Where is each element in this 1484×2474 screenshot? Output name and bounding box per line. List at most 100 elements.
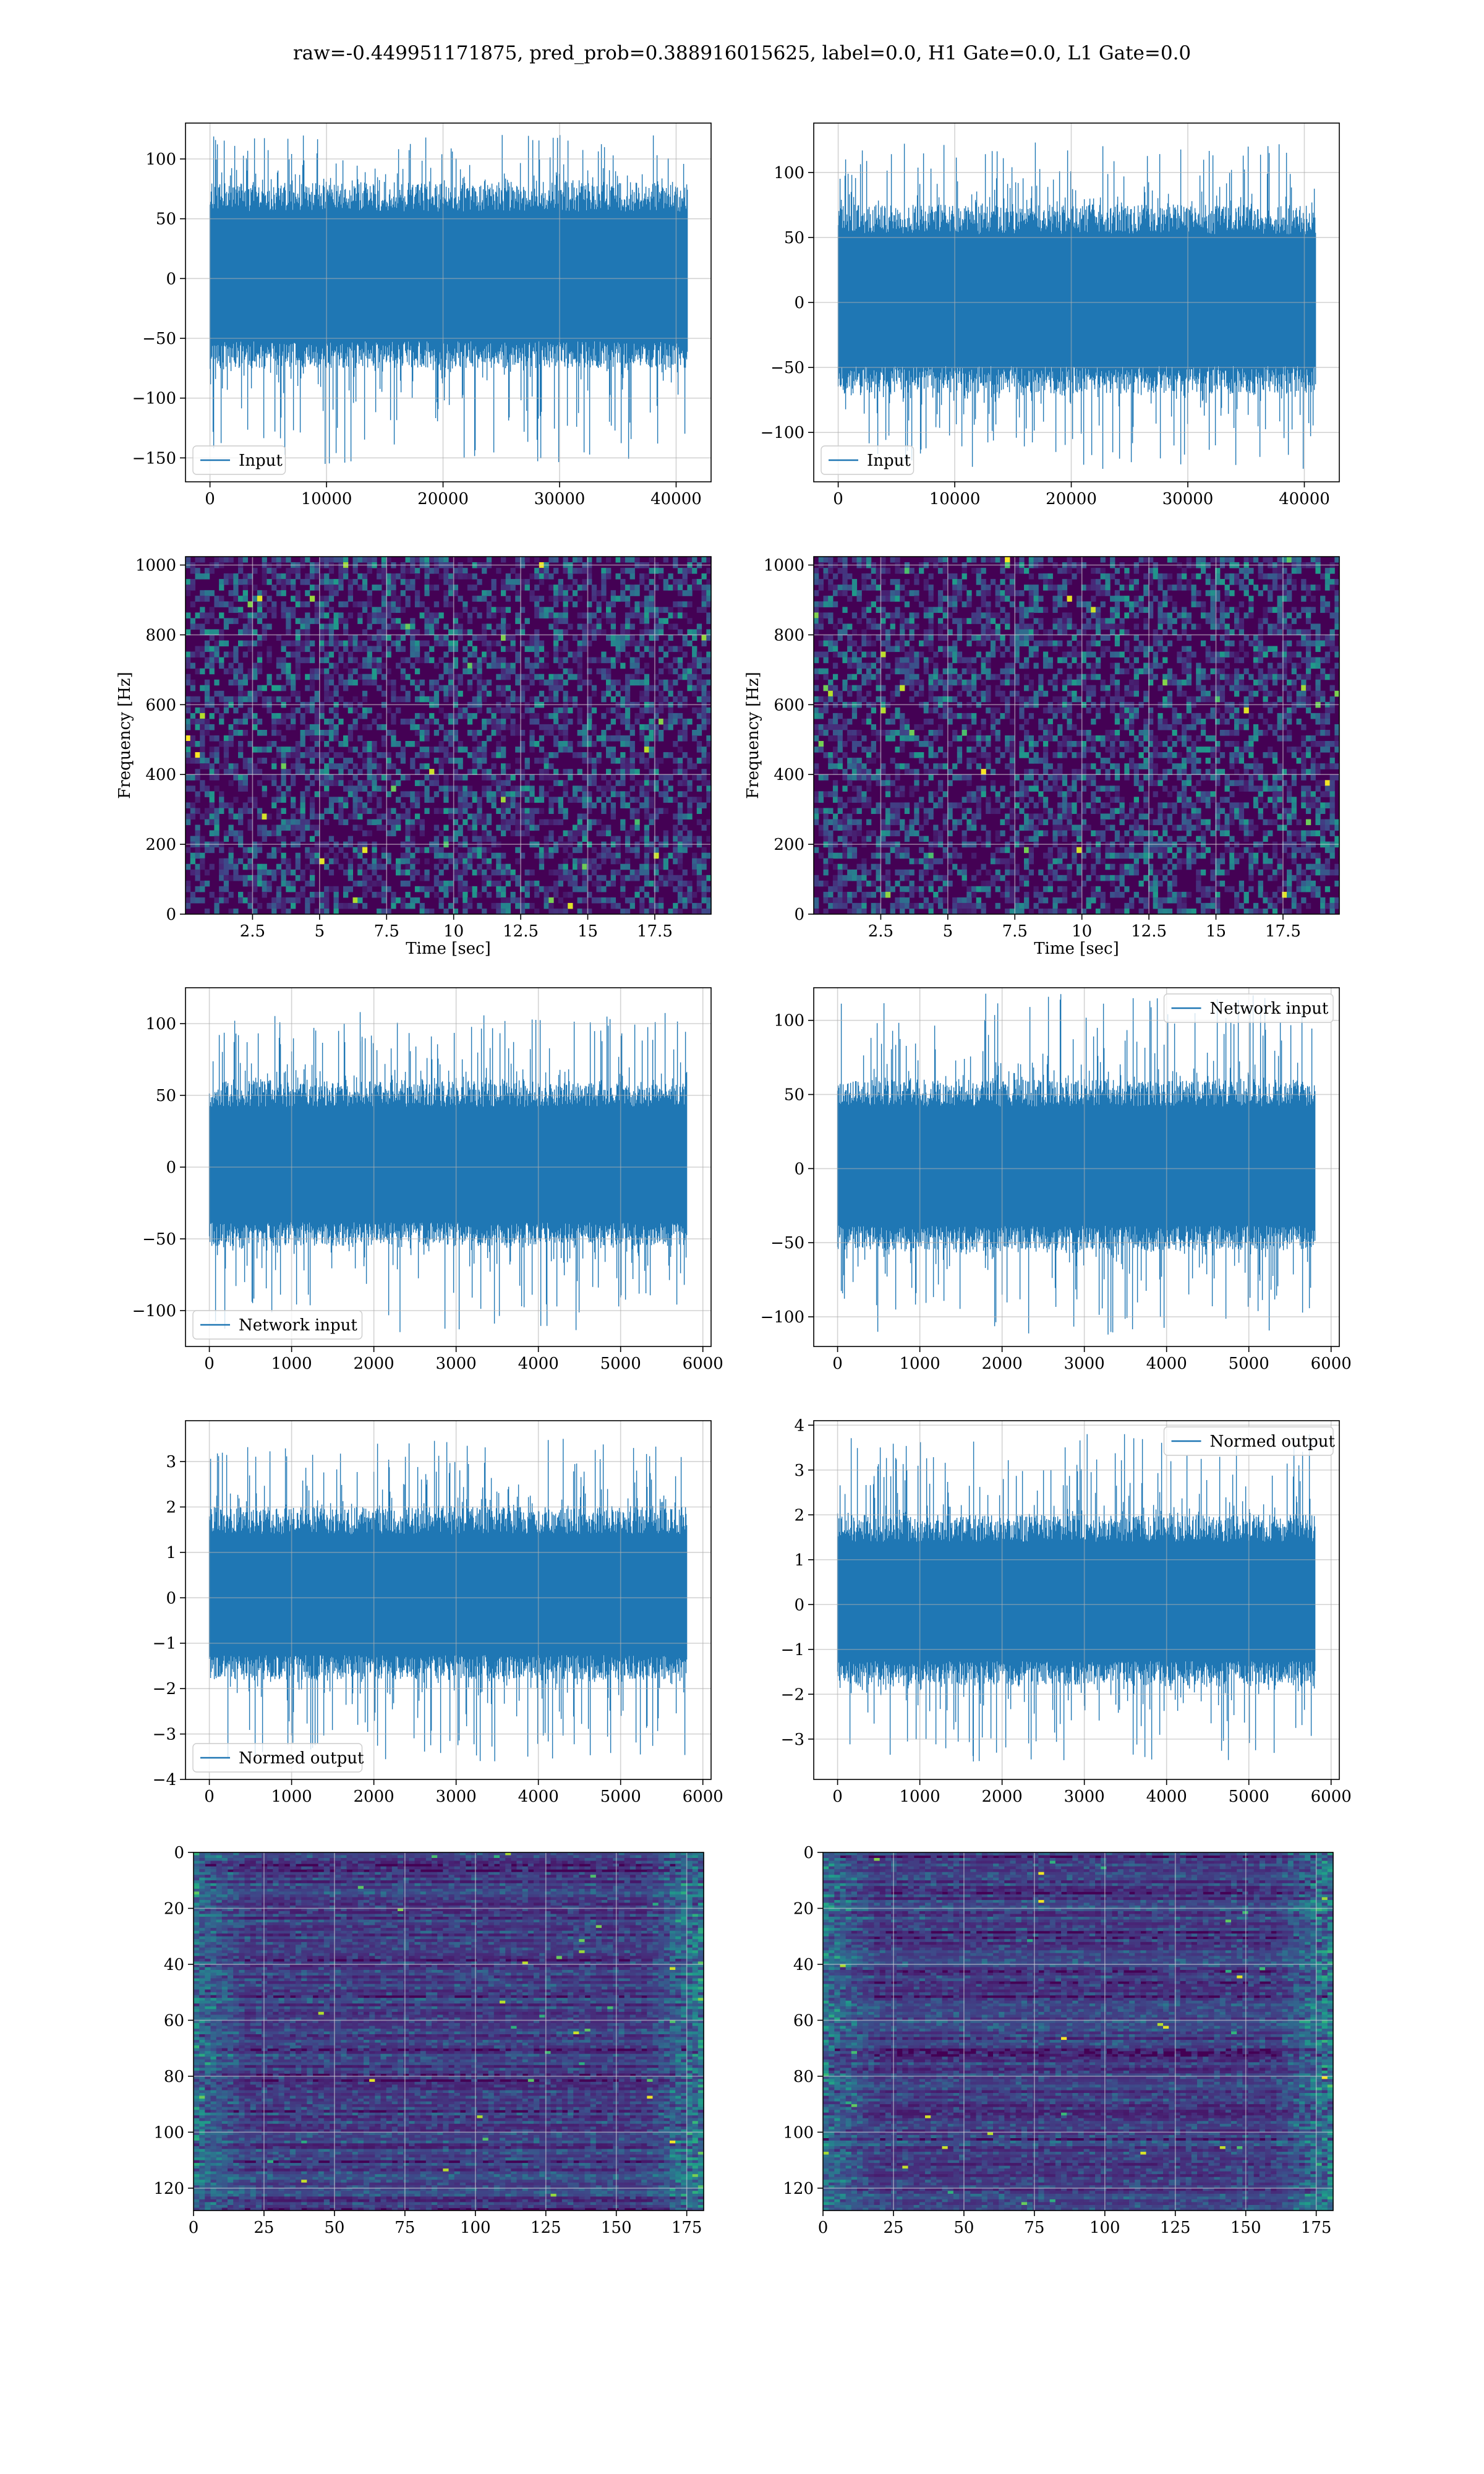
y-tick-label: 1 xyxy=(166,1544,176,1562)
grid-lines xyxy=(186,988,711,1346)
x-tick-label: 5000 xyxy=(600,1355,641,1373)
series-line xyxy=(210,135,688,464)
x-tick-label: 5000 xyxy=(1229,1355,1269,1373)
x-tick-label: 4000 xyxy=(518,1355,559,1373)
x-tick-label: 150 xyxy=(1230,2219,1261,2237)
legend: Network input xyxy=(193,1311,362,1339)
y-tick-label: −150 xyxy=(132,449,176,468)
y-tick-label: 60 xyxy=(164,2011,184,2030)
y-tick-label: 20 xyxy=(793,1899,814,1918)
y-tick-label: 800 xyxy=(145,626,176,644)
y-tick-label: −100 xyxy=(132,1302,176,1320)
x-tick-label: 17.5 xyxy=(1265,922,1301,941)
x-tick-label: 2.5 xyxy=(868,922,893,941)
y-tick-label: 0 xyxy=(794,1596,804,1614)
series-line xyxy=(210,1012,687,1332)
x-tick-label: 4000 xyxy=(1146,1355,1187,1373)
y-tick-label: −1 xyxy=(153,1635,176,1653)
y-tick-label: 3 xyxy=(794,1462,804,1480)
x-tick-label: 2000 xyxy=(354,1787,394,1806)
legend-label: Input xyxy=(239,452,283,470)
x-tick-label: 0 xyxy=(204,1355,215,1373)
x-tick-label: 50 xyxy=(324,2219,344,2237)
y-tick-label: 200 xyxy=(774,836,804,854)
heatmap-cells xyxy=(186,557,712,915)
y-tick-label: 100 xyxy=(145,1015,176,1034)
x-tick-label: 5000 xyxy=(1229,1787,1269,1806)
x-tick-label: 0 xyxy=(204,1787,215,1806)
y-tick-label: 4 xyxy=(794,1416,804,1435)
y-tick-label: 100 xyxy=(153,2123,184,2142)
x-tick-label: 6000 xyxy=(683,1787,723,1806)
y-tick-label: −2 xyxy=(153,1680,176,1698)
y-tick-label: −50 xyxy=(770,359,804,377)
y-tick-label: 50 xyxy=(784,229,804,247)
chart-h1-spectrogram: 2.5 5 7.5 10 12.5 15 17.502004006008001000Time… xyxy=(116,557,712,958)
y-tick-label: 100 xyxy=(145,150,176,169)
x-tick-label: 30000 xyxy=(1162,490,1214,508)
x-tick-label: 125 xyxy=(1160,2219,1191,2237)
x-tick-label: 4000 xyxy=(1146,1787,1187,1806)
y-tick-label: 0 xyxy=(794,294,804,312)
y-tick-label: 200 xyxy=(145,836,176,854)
y-tick-label: −100 xyxy=(132,390,176,408)
y-tick-label: 100 xyxy=(783,2123,814,2142)
x-tick-label: 2000 xyxy=(982,1787,1023,1806)
y-tick-label: −3 xyxy=(781,1731,804,1749)
x-tick-label: 7.5 xyxy=(1002,922,1028,941)
x-tick-label: 10 xyxy=(443,922,464,941)
legend: Input xyxy=(193,446,286,474)
y-tick-label: 80 xyxy=(164,2068,184,2086)
x-tick-label: 5 xyxy=(943,922,953,941)
x-tick-label: 6000 xyxy=(1311,1355,1352,1373)
y-tick-label: 60 xyxy=(793,2011,814,2030)
chart-h1-input: 0 10000 20000 30000 40000−150−100−50050100In… xyxy=(132,123,711,508)
x-tick-label: 2.5 xyxy=(240,922,265,941)
x-tick-label: 6000 xyxy=(1311,1787,1352,1806)
x-tick-label: 100 xyxy=(460,2219,491,2237)
x-tick-label: 17.5 xyxy=(637,922,673,941)
y-tick-label: 0 xyxy=(166,1589,176,1607)
y-tick-label: 120 xyxy=(153,2180,184,2198)
y-tick-label: 1 xyxy=(794,1551,804,1570)
x-tick-label: 20000 xyxy=(417,490,469,508)
y-tick-label: 0 xyxy=(166,270,176,288)
legend: Normed output xyxy=(1164,1427,1336,1455)
x-tick-label: 0 xyxy=(832,1787,843,1806)
x-tick-label: 12.5 xyxy=(1131,922,1167,941)
y-tick-label: 0 xyxy=(166,905,176,924)
y-tick-label: 600 xyxy=(145,696,176,714)
series-line xyxy=(838,1434,1315,1761)
x-tick-label: 3000 xyxy=(436,1355,477,1373)
y-tick-label: 40 xyxy=(164,1956,184,1974)
x-tick-label: 10000 xyxy=(301,490,352,508)
x-axis-label: Time [sec] xyxy=(406,940,491,958)
y-tick-label: −100 xyxy=(761,424,804,442)
y-tick-label: 0 xyxy=(166,1158,176,1177)
x-tick-label: 5 xyxy=(315,922,325,941)
x-tick-label: 6000 xyxy=(683,1355,723,1373)
x-tick-label: 15 xyxy=(1206,922,1226,941)
y-tick-label: 800 xyxy=(774,626,804,644)
y-tick-label: −1 xyxy=(781,1641,804,1659)
y-tick-label: −50 xyxy=(142,330,176,348)
legend-label: Normed output xyxy=(1210,1432,1336,1451)
y-tick-label: 0 xyxy=(794,1160,804,1178)
y-tick-label: 120 xyxy=(783,2180,814,2198)
x-tick-label: 1000 xyxy=(900,1355,940,1373)
legend-label: Input xyxy=(867,452,911,470)
y-tick-label: −50 xyxy=(142,1230,176,1249)
x-tick-label: 3000 xyxy=(1064,1355,1105,1373)
x-tick-label: 0 xyxy=(833,490,843,508)
y-axis-label: Frequency [Hz] xyxy=(116,672,134,799)
y-tick-label: −3 xyxy=(153,1726,176,1744)
y-tick-label: 1000 xyxy=(135,557,176,575)
y-tick-label: 100 xyxy=(774,1012,804,1030)
y-tick-label: 600 xyxy=(774,696,804,714)
x-tick-label: 2000 xyxy=(982,1355,1023,1373)
x-tick-label: 3000 xyxy=(1064,1787,1105,1806)
y-axis-label: Frequency [Hz] xyxy=(744,672,762,799)
chart-h1-normed-output: 0 1000 2000 3000 4000 5000 6000−4−3−2−10123Nor… xyxy=(153,1421,723,1806)
